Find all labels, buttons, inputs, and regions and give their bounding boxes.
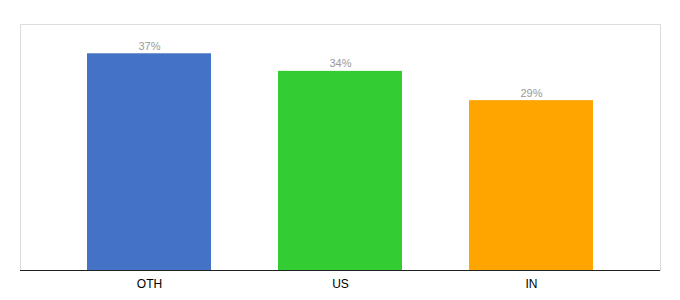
svg-text:37%: 37% <box>138 40 160 52</box>
svg-text:IN: IN <box>526 277 538 291</box>
svg-text:US: US <box>332 277 349 291</box>
svg-text:34%: 34% <box>329 57 351 69</box>
svg-text:29%: 29% <box>520 87 542 99</box>
svg-text:OTH: OTH <box>137 277 162 291</box>
